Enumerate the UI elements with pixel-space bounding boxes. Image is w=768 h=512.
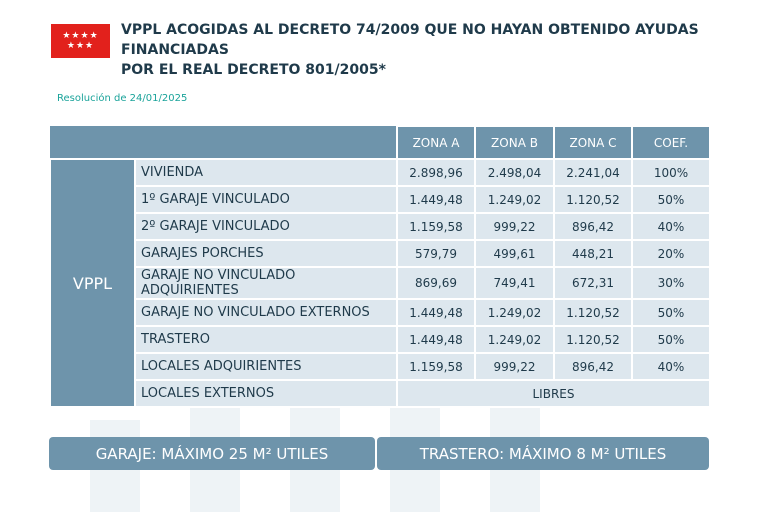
zona-c-value: 1.120,52: [553, 325, 633, 354]
zona-a-value: 1.449,48: [396, 185, 476, 214]
table-row: 1º GARAJE VINCULADO 1.449,48 1.249,02 1.…: [50, 185, 711, 214]
row-label: 2º GARAJE VINCULADO: [134, 212, 398, 241]
zona-a-value: 1.159,58: [396, 352, 476, 381]
coef-value: 100%: [631, 158, 711, 187]
coef-value: 40%: [631, 352, 711, 381]
garaje-max-label: GARAJE: MÁXIMO 25 M² UTILES: [49, 437, 375, 470]
row-label: LOCALES EXTERNOS: [134, 379, 398, 408]
zona-a-value: 869,69: [396, 266, 476, 300]
coef-value: 50%: [631, 325, 711, 354]
table-row: LOCALES EXTERNOS LIBRES: [50, 379, 711, 408]
price-table: ZONA A ZONA B ZONA C COEF. VPPL VIVIENDA…: [49, 125, 711, 408]
table-row: GARAJE NO VINCULADO EXTERNOS 1.449,48 1.…: [50, 298, 711, 327]
stars-icon: ★★★: [66, 41, 95, 51]
stars-icon: ★★★★: [62, 31, 99, 41]
coef-value: 30%: [631, 266, 711, 300]
zona-c-value: 1.120,52: [553, 298, 633, 327]
row-label: VIVIENDA: [134, 158, 398, 187]
header-blank: [50, 126, 135, 159]
table-row: TRASTERO 1.449,48 1.249,02 1.120,52 50%: [50, 325, 711, 354]
zona-b-value: 2.498,04: [474, 158, 555, 187]
title-line-1: VPPL ACOGIDAS AL DECRETO 74/2009 QUE NO …: [121, 22, 699, 58]
zona-c-value: 896,42: [553, 212, 633, 241]
row-label: GARAJE NO VINCULADO EXTERNOS: [134, 298, 398, 327]
zona-a-value: 2.898,96: [396, 158, 476, 187]
column-header: COEF.: [631, 125, 711, 160]
madrid-logo: ★★★★ ★★★: [51, 24, 110, 58]
zona-b-value: 749,41: [474, 266, 555, 300]
header-blank: [135, 126, 398, 159]
footer-bar: GARAJE: MÁXIMO 25 M² UTILES TRASTERO: MÁ…: [49, 437, 709, 470]
resolution-date: Resolución de 24/01/2025: [57, 93, 188, 104]
coef-value: 50%: [631, 185, 711, 214]
zona-c-value: 448,21: [553, 239, 633, 268]
zona-c-value: 1.120,52: [553, 185, 633, 214]
zona-a-value: 1.449,48: [396, 298, 476, 327]
row-label: LOCALES ADQUIRIENTES: [134, 352, 398, 381]
zona-a-value: 1.449,48: [396, 325, 476, 354]
table-row: GARAJE NO VINCULADO ADQUIRIENTES 869,69 …: [50, 266, 711, 300]
title-line-2: POR EL REAL DECRETO 801/2005*: [121, 62, 386, 78]
row-label: GARAJES PORCHES: [134, 239, 398, 268]
zona-c-value: 672,31: [553, 266, 633, 300]
table-row: GARAJES PORCHES 579,79 499,61 448,21 20%: [50, 239, 711, 268]
zona-b-value: 499,61: [474, 239, 555, 268]
coef-value: 50%: [631, 298, 711, 327]
row-label: TRASTERO: [134, 325, 398, 354]
zona-b-value: 1.249,02: [474, 325, 555, 354]
zona-b-value: 999,22: [474, 352, 555, 381]
trastero-max-label: TRASTERO: MÁXIMO 8 M² UTILES: [377, 437, 709, 470]
zona-b-value: 1.249,02: [474, 298, 555, 327]
coef-value: 40%: [631, 212, 711, 241]
row-label: 1º GARAJE VINCULADO: [134, 185, 398, 214]
row-label: GARAJE NO VINCULADO ADQUIRIENTES: [134, 266, 398, 300]
libres-value: LIBRES: [396, 379, 711, 408]
page-title: VPPL ACOGIDAS AL DECRETO 74/2009 QUE NO …: [121, 20, 741, 80]
zona-b-value: 1.249,02: [474, 185, 555, 214]
coef-value: 20%: [631, 239, 711, 268]
group-label: VPPL: [49, 158, 136, 408]
column-header: ZONA B: [474, 125, 555, 160]
zona-a-value: 579,79: [396, 239, 476, 268]
zona-b-value: 999,22: [474, 212, 555, 241]
table-row: LOCALES ADQUIRIENTES 1.159,58 999,22 896…: [50, 352, 711, 381]
column-header: ZONA A: [396, 125, 476, 160]
zona-a-value: 1.159,58: [396, 212, 476, 241]
column-header: ZONA C: [553, 125, 633, 160]
zona-c-value: 2.241,04: [553, 158, 633, 187]
table-row: 2º GARAJE VINCULADO 1.159,58 999,22 896,…: [50, 212, 711, 241]
table-row: VPPL VIVIENDA 2.898,96 2.498,04 2.241,04…: [49, 158, 711, 408]
zona-c-value: 896,42: [553, 352, 633, 381]
table-header-row: ZONA A ZONA B ZONA C COEF.: [50, 125, 711, 160]
